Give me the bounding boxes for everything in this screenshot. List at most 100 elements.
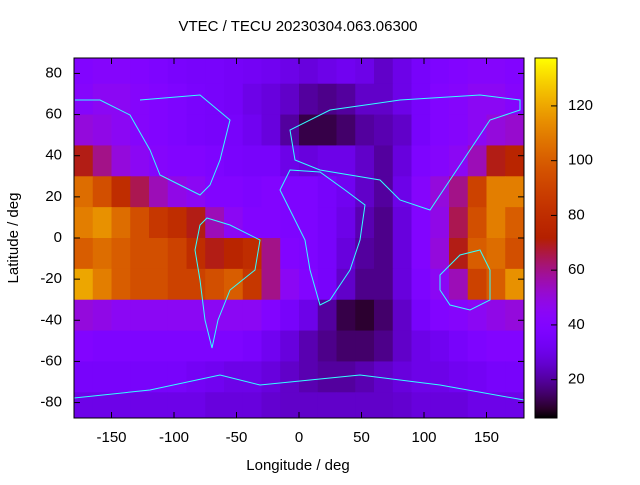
heatmap-cell: [74, 392, 94, 418]
heatmap-cell: [336, 145, 356, 177]
heatmap-cell: [317, 176, 337, 208]
heatmap-cell: [92, 207, 112, 239]
heatmap-cell: [486, 238, 506, 270]
heatmap-cell: [74, 330, 94, 362]
colorbar-tick-label: 40: [568, 316, 585, 333]
coastlines: [74, 94, 524, 401]
heatmap-cell: [467, 58, 487, 85]
coastline: [75, 94, 231, 196]
colorbar-tick-label: 120: [568, 97, 593, 114]
heatmap-cell: [299, 114, 319, 146]
x-tick-label: -150: [96, 429, 126, 446]
heatmap-cell: [167, 330, 187, 362]
heatmap-cell: [167, 176, 187, 208]
heatmap-cell: [486, 114, 506, 146]
coastline: [439, 249, 491, 311]
heatmap-cell: [242, 268, 262, 301]
y-axis-label: Latitude / deg: [5, 193, 22, 284]
heatmap-cell: [261, 176, 281, 208]
heatmap-cell: [224, 299, 244, 332]
heatmap-cell: [505, 58, 524, 85]
heatmap-cell: [261, 392, 281, 418]
heatmap-cell: [449, 83, 469, 116]
heatmap-cell: [149, 299, 169, 332]
heatmap-cell: [486, 145, 506, 177]
heatmap-cell: [111, 176, 131, 208]
heatmap-cell: [205, 238, 225, 270]
heatmap-cell: [486, 361, 506, 393]
heatmap-cell: [486, 207, 506, 239]
heatmap-cell: [336, 58, 356, 85]
heatmap-cell: [92, 83, 112, 116]
heatmap-cell: [392, 392, 412, 418]
heatmap-cell: [130, 176, 150, 208]
heatmap-cell: [430, 299, 450, 332]
x-axis-label: Longitude / deg: [246, 457, 349, 474]
heatmap-cell: [167, 361, 187, 393]
heatmap-cell: [280, 145, 300, 177]
heatmap-cell: [261, 114, 281, 146]
heatmap-cell: [149, 58, 169, 85]
heatmap-cell: [280, 361, 300, 393]
heatmap-cell: [167, 145, 187, 177]
heatmap-cell: [186, 114, 206, 146]
heatmap-cell: [374, 361, 394, 393]
heatmap-cell: [167, 58, 187, 85]
heatmap-cell: [224, 114, 244, 146]
heatmap-cell: [224, 58, 244, 85]
heatmap-cell: [299, 58, 319, 85]
chart-title: VTEC / TECU 20230304.063.06300: [178, 18, 417, 35]
colorbar-tick-label: 100: [568, 152, 593, 169]
heatmap-cell: [449, 299, 469, 332]
heatmap-cell: [392, 176, 412, 208]
heatmap-cell: [411, 176, 431, 208]
colorbar: [534, 57, 558, 419]
heatmap-cell: [92, 361, 112, 393]
heatmap-cell: [224, 361, 244, 393]
heatmap-cell: [449, 361, 469, 393]
heatmap-cell: [186, 207, 206, 239]
heatmap-cell: [392, 238, 412, 270]
heatmap-cell: [149, 207, 169, 239]
heatmap-cell: [74, 145, 94, 177]
heatmap-cell: [224, 83, 244, 116]
heatmap-cell: [299, 238, 319, 270]
heatmap-cell: [449, 145, 469, 177]
heatmap-cell: [486, 268, 506, 301]
heatmap-cell: [224, 238, 244, 270]
heatmap-cell: [92, 114, 112, 146]
heatmap-cell: [299, 392, 319, 418]
heatmap-cell: [449, 330, 469, 362]
heatmap-cell: [167, 299, 187, 332]
heatmap-cell: [130, 268, 150, 301]
heatmap-cell: [486, 58, 506, 85]
coastline: [289, 94, 521, 211]
heatmap-cell: [430, 58, 450, 85]
heatmap-cell: [449, 392, 469, 418]
heatmap-cell: [186, 330, 206, 362]
heatmap-cell: [111, 238, 131, 270]
heatmap-cell: [242, 83, 262, 116]
heatmap-cell: [486, 392, 506, 418]
heatmap-cell: [317, 330, 337, 362]
heatmap-cell: [92, 238, 112, 270]
heatmap-cell: [355, 207, 375, 239]
x-tick-label: -100: [159, 429, 189, 446]
heatmap-cell: [242, 392, 262, 418]
coastline: [74, 374, 524, 401]
heatmap-cell: [392, 114, 412, 146]
heatmap-cell: [374, 392, 394, 418]
heatmap-cell: [486, 299, 506, 332]
heatmap-cell: [130, 299, 150, 332]
heatmap-cell: [486, 330, 506, 362]
heatmap-cell: [280, 299, 300, 332]
x-tick-label: 50: [353, 429, 370, 446]
heatmap-cell: [449, 58, 469, 85]
heatmap-cell: [374, 299, 394, 332]
heatmap-cell: [261, 330, 281, 362]
heatmap-cell: [280, 238, 300, 270]
heatmap-cell: [355, 361, 375, 393]
heatmap-cell: [74, 83, 94, 116]
heatmap-cell: [242, 361, 262, 393]
